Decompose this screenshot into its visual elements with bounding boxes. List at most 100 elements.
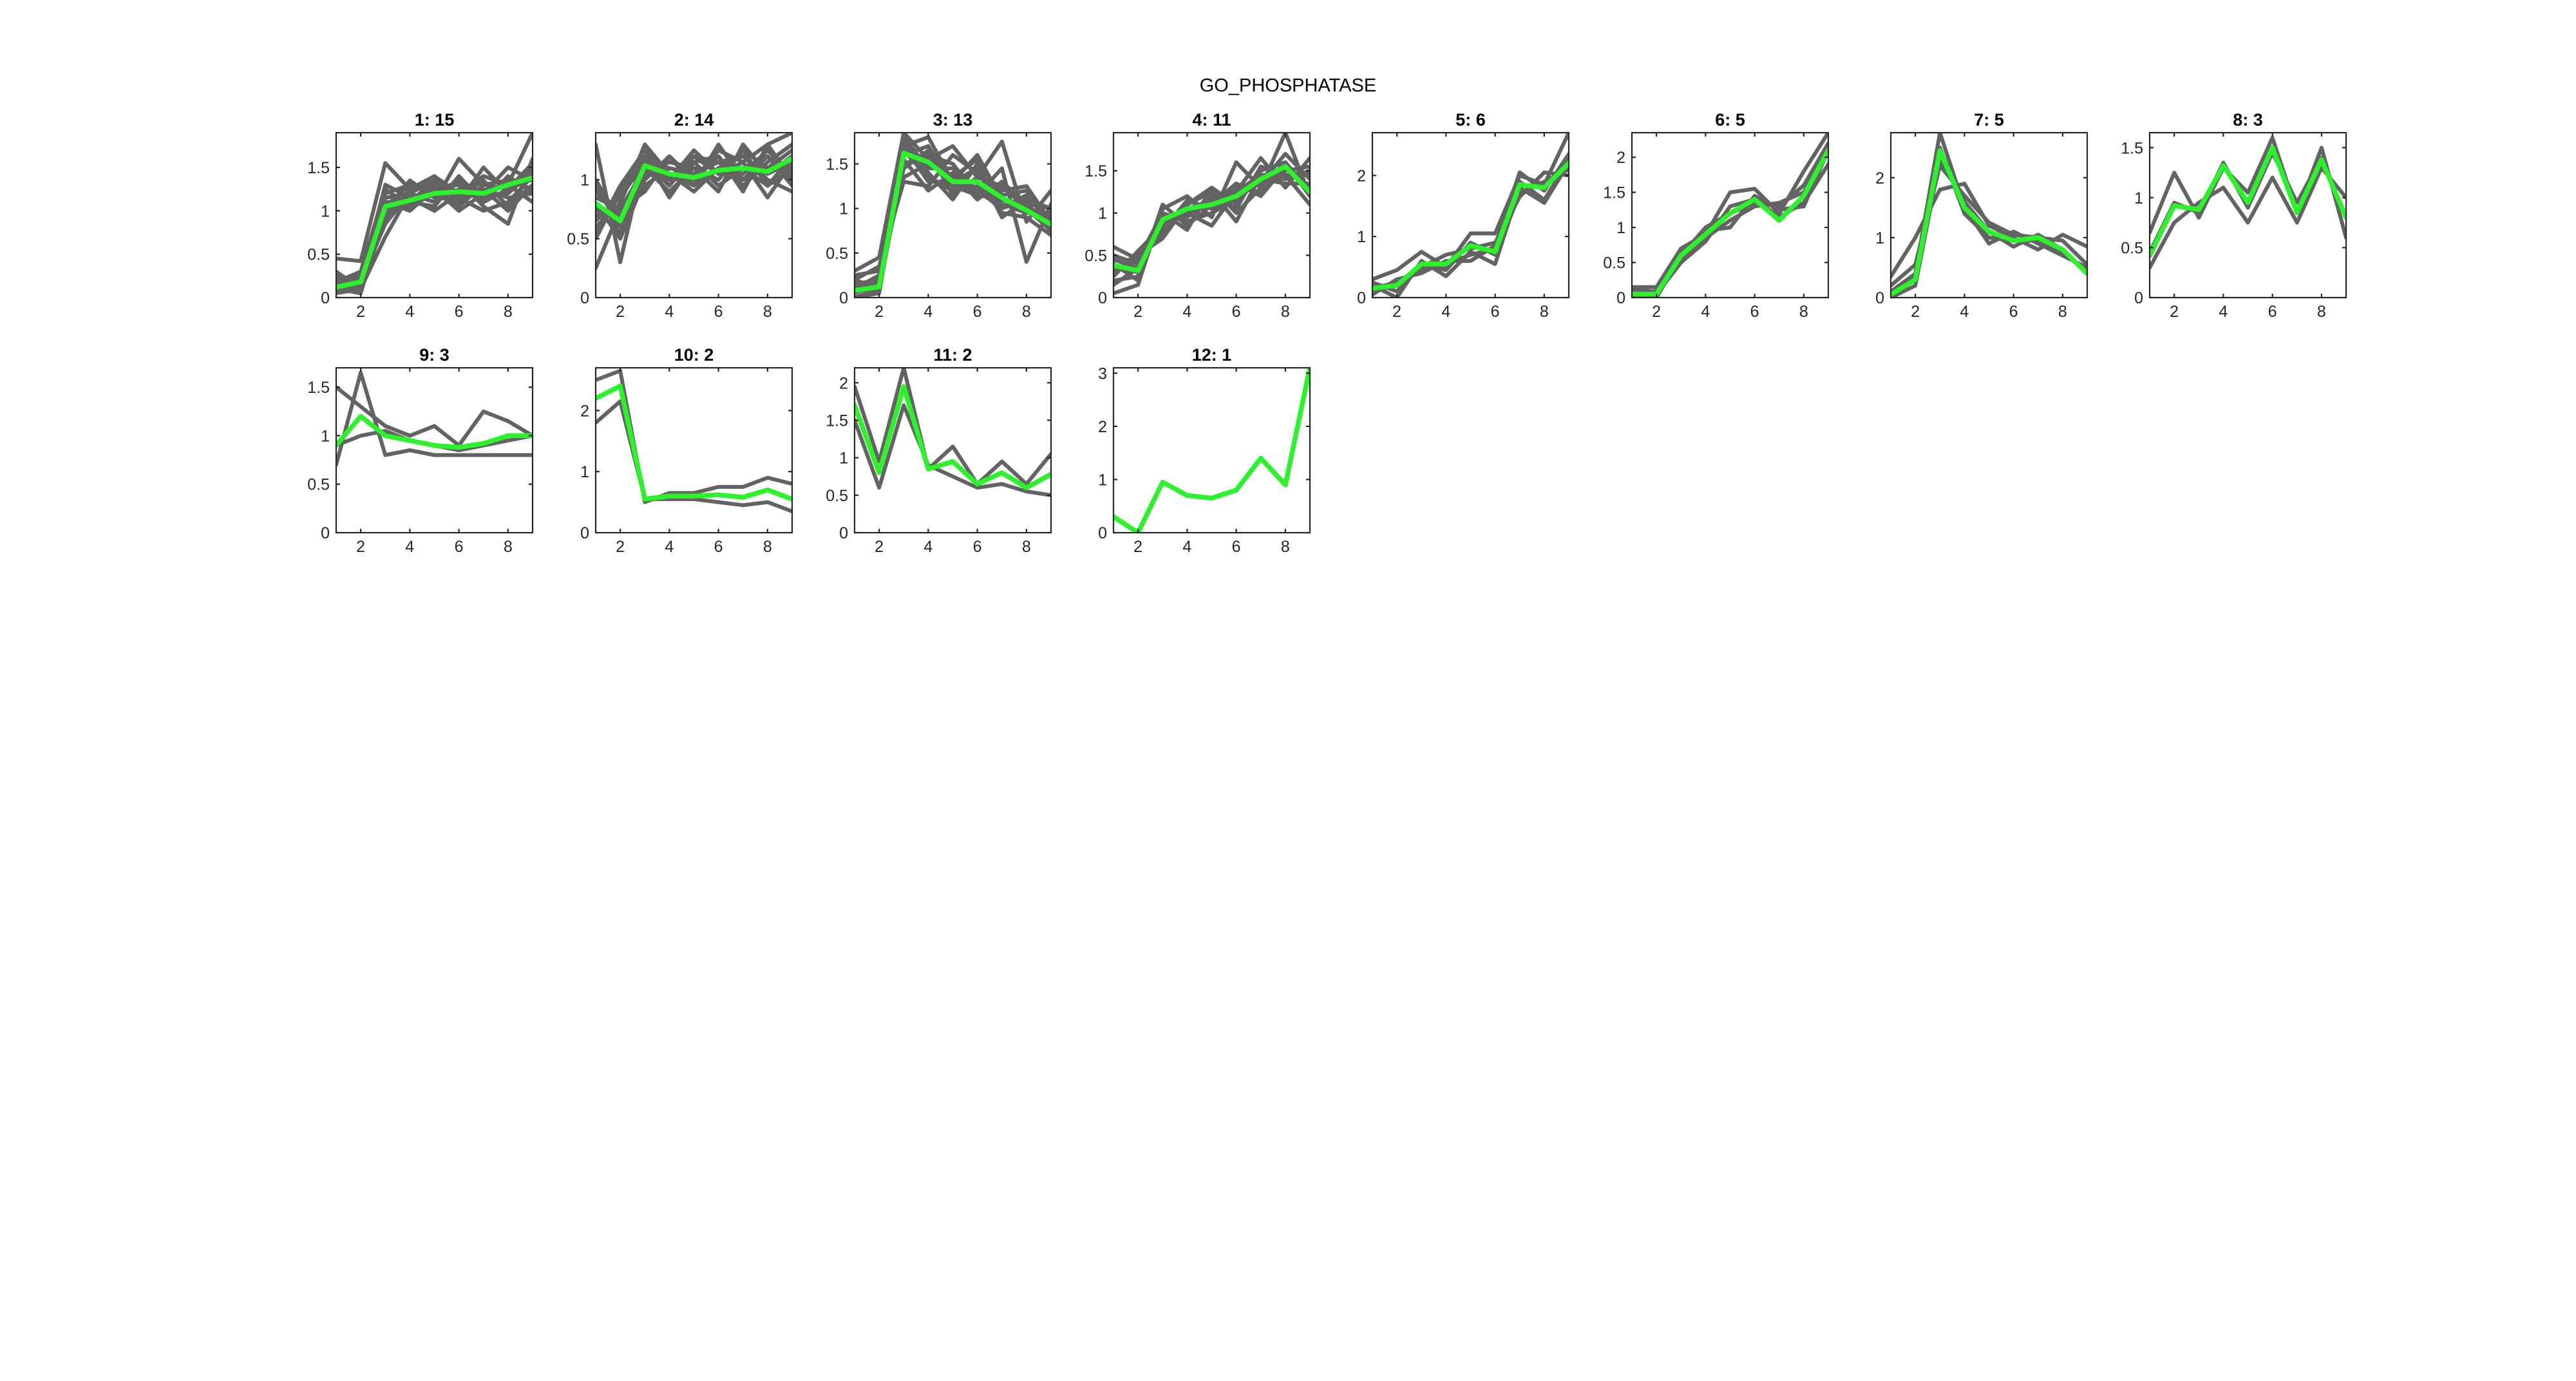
y-tick-label: 0 — [2134, 289, 2143, 307]
x-tick-label: 4 — [1960, 303, 1969, 321]
x-tick-label: 4 — [1701, 303, 1710, 321]
member-line — [2150, 166, 2346, 270]
member-line — [1632, 148, 1828, 298]
x-tick-label: 6 — [455, 538, 464, 556]
axes-box — [853, 131, 1052, 299]
y-tick-label: 1 — [839, 450, 848, 468]
plot-area — [1632, 133, 1828, 298]
axes-box — [1889, 131, 2088, 299]
x-tick-label: 4 — [923, 538, 933, 556]
x-tick-label: 8 — [1281, 303, 1290, 321]
x-tick-label: 4 — [2219, 303, 2228, 321]
x-tick-label: 6 — [455, 303, 464, 321]
axes-box — [594, 131, 793, 299]
centroid-line — [855, 151, 1051, 293]
axes-box — [1371, 131, 1570, 299]
y-tick-label: 0.5 — [567, 231, 589, 249]
x-tick-label: 8 — [763, 538, 772, 556]
y-tick-label: 0 — [321, 289, 330, 307]
x-tick-label: 6 — [1491, 303, 1500, 321]
y-tick-label: 0 — [321, 524, 330, 542]
y-tick-label: 1 — [1616, 219, 1625, 237]
x-tick-label: 4 — [1441, 303, 1450, 321]
subplot-8: 8: 3 2 4 6 8 0 0.5 1 1.5 — [2121, 110, 2347, 321]
y-tick-label: 0 — [1875, 289, 1884, 307]
subplot-6: 6: 5 2 4 6 8 0 0.5 1 1.5 2 — [1603, 110, 1830, 321]
subplot-title: 8: 3 — [2233, 110, 2263, 129]
plot-area — [596, 133, 792, 271]
x-tick-label: 2 — [1133, 538, 1142, 556]
y-tick-label: 0 — [580, 289, 589, 307]
plot-area — [1113, 368, 1310, 533]
x-tick-label: 6 — [2268, 303, 2277, 321]
centroid-line — [1891, 148, 2087, 298]
axes-box — [2148, 131, 2347, 299]
x-tick-label: 4 — [923, 303, 933, 321]
x-tick-label: 8 — [1799, 303, 1808, 321]
y-tick-label: 0.5 — [1603, 254, 1625, 272]
subplot-title: 10: 2 — [674, 345, 714, 365]
centroid-line — [2150, 145, 2346, 258]
y-tick-label: 0 — [580, 524, 589, 542]
subplot-7: 7: 5 2 4 6 8 0 1 2 — [1875, 110, 2088, 321]
x-tick-label: 2 — [2170, 303, 2179, 321]
x-tick-label: 2 — [875, 303, 884, 321]
y-tick-label: 1 — [1098, 471, 1107, 489]
subplot-11: 11: 2 2 4 6 8 0 0.5 1 1.5 2 — [826, 345, 1052, 556]
member-line — [1632, 133, 1828, 289]
axes-box — [1112, 131, 1311, 299]
y-tick-label: 1 — [1098, 205, 1107, 223]
subplot-title: 5: 6 — [1455, 110, 1486, 129]
y-tick-label: 0.5 — [2121, 239, 2143, 257]
y-tick-label: 3 — [1098, 365, 1107, 383]
member-line — [336, 370, 533, 467]
member-line — [336, 178, 533, 284]
member-line — [596, 368, 792, 504]
x-tick-label: 4 — [665, 538, 674, 556]
plot-area — [2150, 135, 2346, 270]
y-tick-label: 0 — [839, 289, 848, 307]
axes-box — [1112, 367, 1311, 534]
y-tick-label: 2 — [1875, 169, 1884, 187]
x-tick-label: 4 — [665, 303, 674, 321]
y-tick-label: 1.5 — [1603, 184, 1625, 202]
member-line — [855, 403, 1051, 497]
y-tick-label: 0 — [1098, 524, 1107, 542]
x-tick-label: 6 — [973, 303, 982, 321]
subplot-title: 4: 11 — [1192, 110, 1231, 129]
x-tick-label: 8 — [504, 303, 513, 321]
x-tick-label: 6 — [1750, 303, 1759, 321]
subplot-title: 12: 1 — [1192, 345, 1232, 365]
plot-area — [855, 133, 1051, 298]
y-tick-label: 0 — [1098, 289, 1107, 307]
y-tick-label: 1 — [1357, 228, 1366, 246]
centroid-line — [1113, 368, 1310, 533]
y-tick-label: 0 — [839, 524, 848, 542]
x-tick-label: 8 — [1022, 538, 1031, 556]
axes-box — [1631, 131, 1830, 299]
subplot-title: 3: 13 — [933, 110, 973, 129]
y-tick-label: 0.5 — [1084, 247, 1107, 265]
subplot-10: 10: 2 2 4 6 8 0 1 2 — [580, 345, 793, 556]
x-tick-label: 8 — [763, 303, 772, 321]
x-tick-label: 6 — [1232, 303, 1241, 321]
x-tick-label: 2 — [1911, 303, 1920, 321]
x-tick-label: 8 — [2058, 303, 2067, 321]
plot-area — [855, 368, 1051, 497]
member-line — [596, 148, 792, 235]
x-tick-label: 2 — [1392, 303, 1401, 321]
x-tick-label: 6 — [714, 538, 723, 556]
member-line — [1372, 133, 1569, 281]
subplot-3: 3: 13 2 4 6 8 0 0.5 1 1.5 — [826, 110, 1052, 321]
y-tick-label: 1 — [1875, 229, 1884, 247]
y-tick-label: 1 — [580, 463, 589, 481]
figure-title: GO_PHOSPHATASE — [1200, 75, 1377, 96]
y-tick-label: 0 — [1616, 289, 1625, 307]
member-line — [1372, 161, 1569, 298]
x-tick-label: 8 — [1022, 303, 1031, 321]
plot-area — [1891, 133, 2087, 298]
y-tick-label: 2 — [1098, 418, 1107, 436]
centroid-line — [1113, 164, 1310, 273]
subplot-title: 7: 5 — [1974, 110, 2004, 129]
